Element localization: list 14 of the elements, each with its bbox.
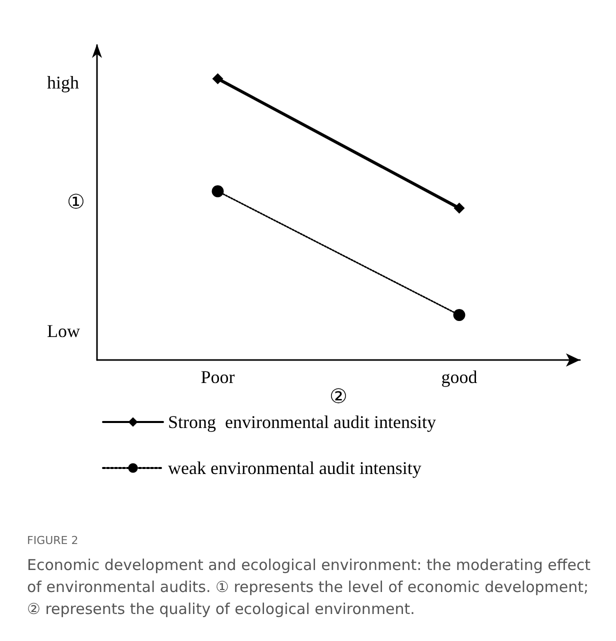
point xyxy=(212,185,224,198)
point xyxy=(212,73,224,84)
x-tick-label: Poor xyxy=(200,367,235,387)
y-axis-title: ① xyxy=(67,192,85,214)
legend-label: Strong environmental audit intensity xyxy=(168,412,436,432)
x-axis-title: ② xyxy=(330,386,348,408)
text: Economic development and ecological environment: the moderating effect of environmental audits. ① represents the level of economic development; ② represents the quality of ecological environment. xyxy=(27,556,596,618)
text: high xyxy=(47,72,80,92)
text: FIGURE 2 xyxy=(27,534,78,547)
point xyxy=(454,202,465,214)
x-tick-label: good xyxy=(441,367,478,387)
text: Low xyxy=(47,321,80,342)
point xyxy=(453,309,466,321)
legend-label: weak environmental audit intensity xyxy=(168,458,422,478)
